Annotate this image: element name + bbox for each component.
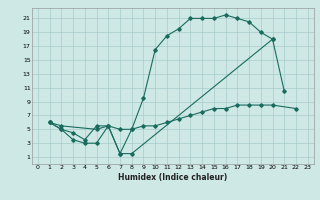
X-axis label: Humidex (Indice chaleur): Humidex (Indice chaleur) bbox=[118, 173, 228, 182]
